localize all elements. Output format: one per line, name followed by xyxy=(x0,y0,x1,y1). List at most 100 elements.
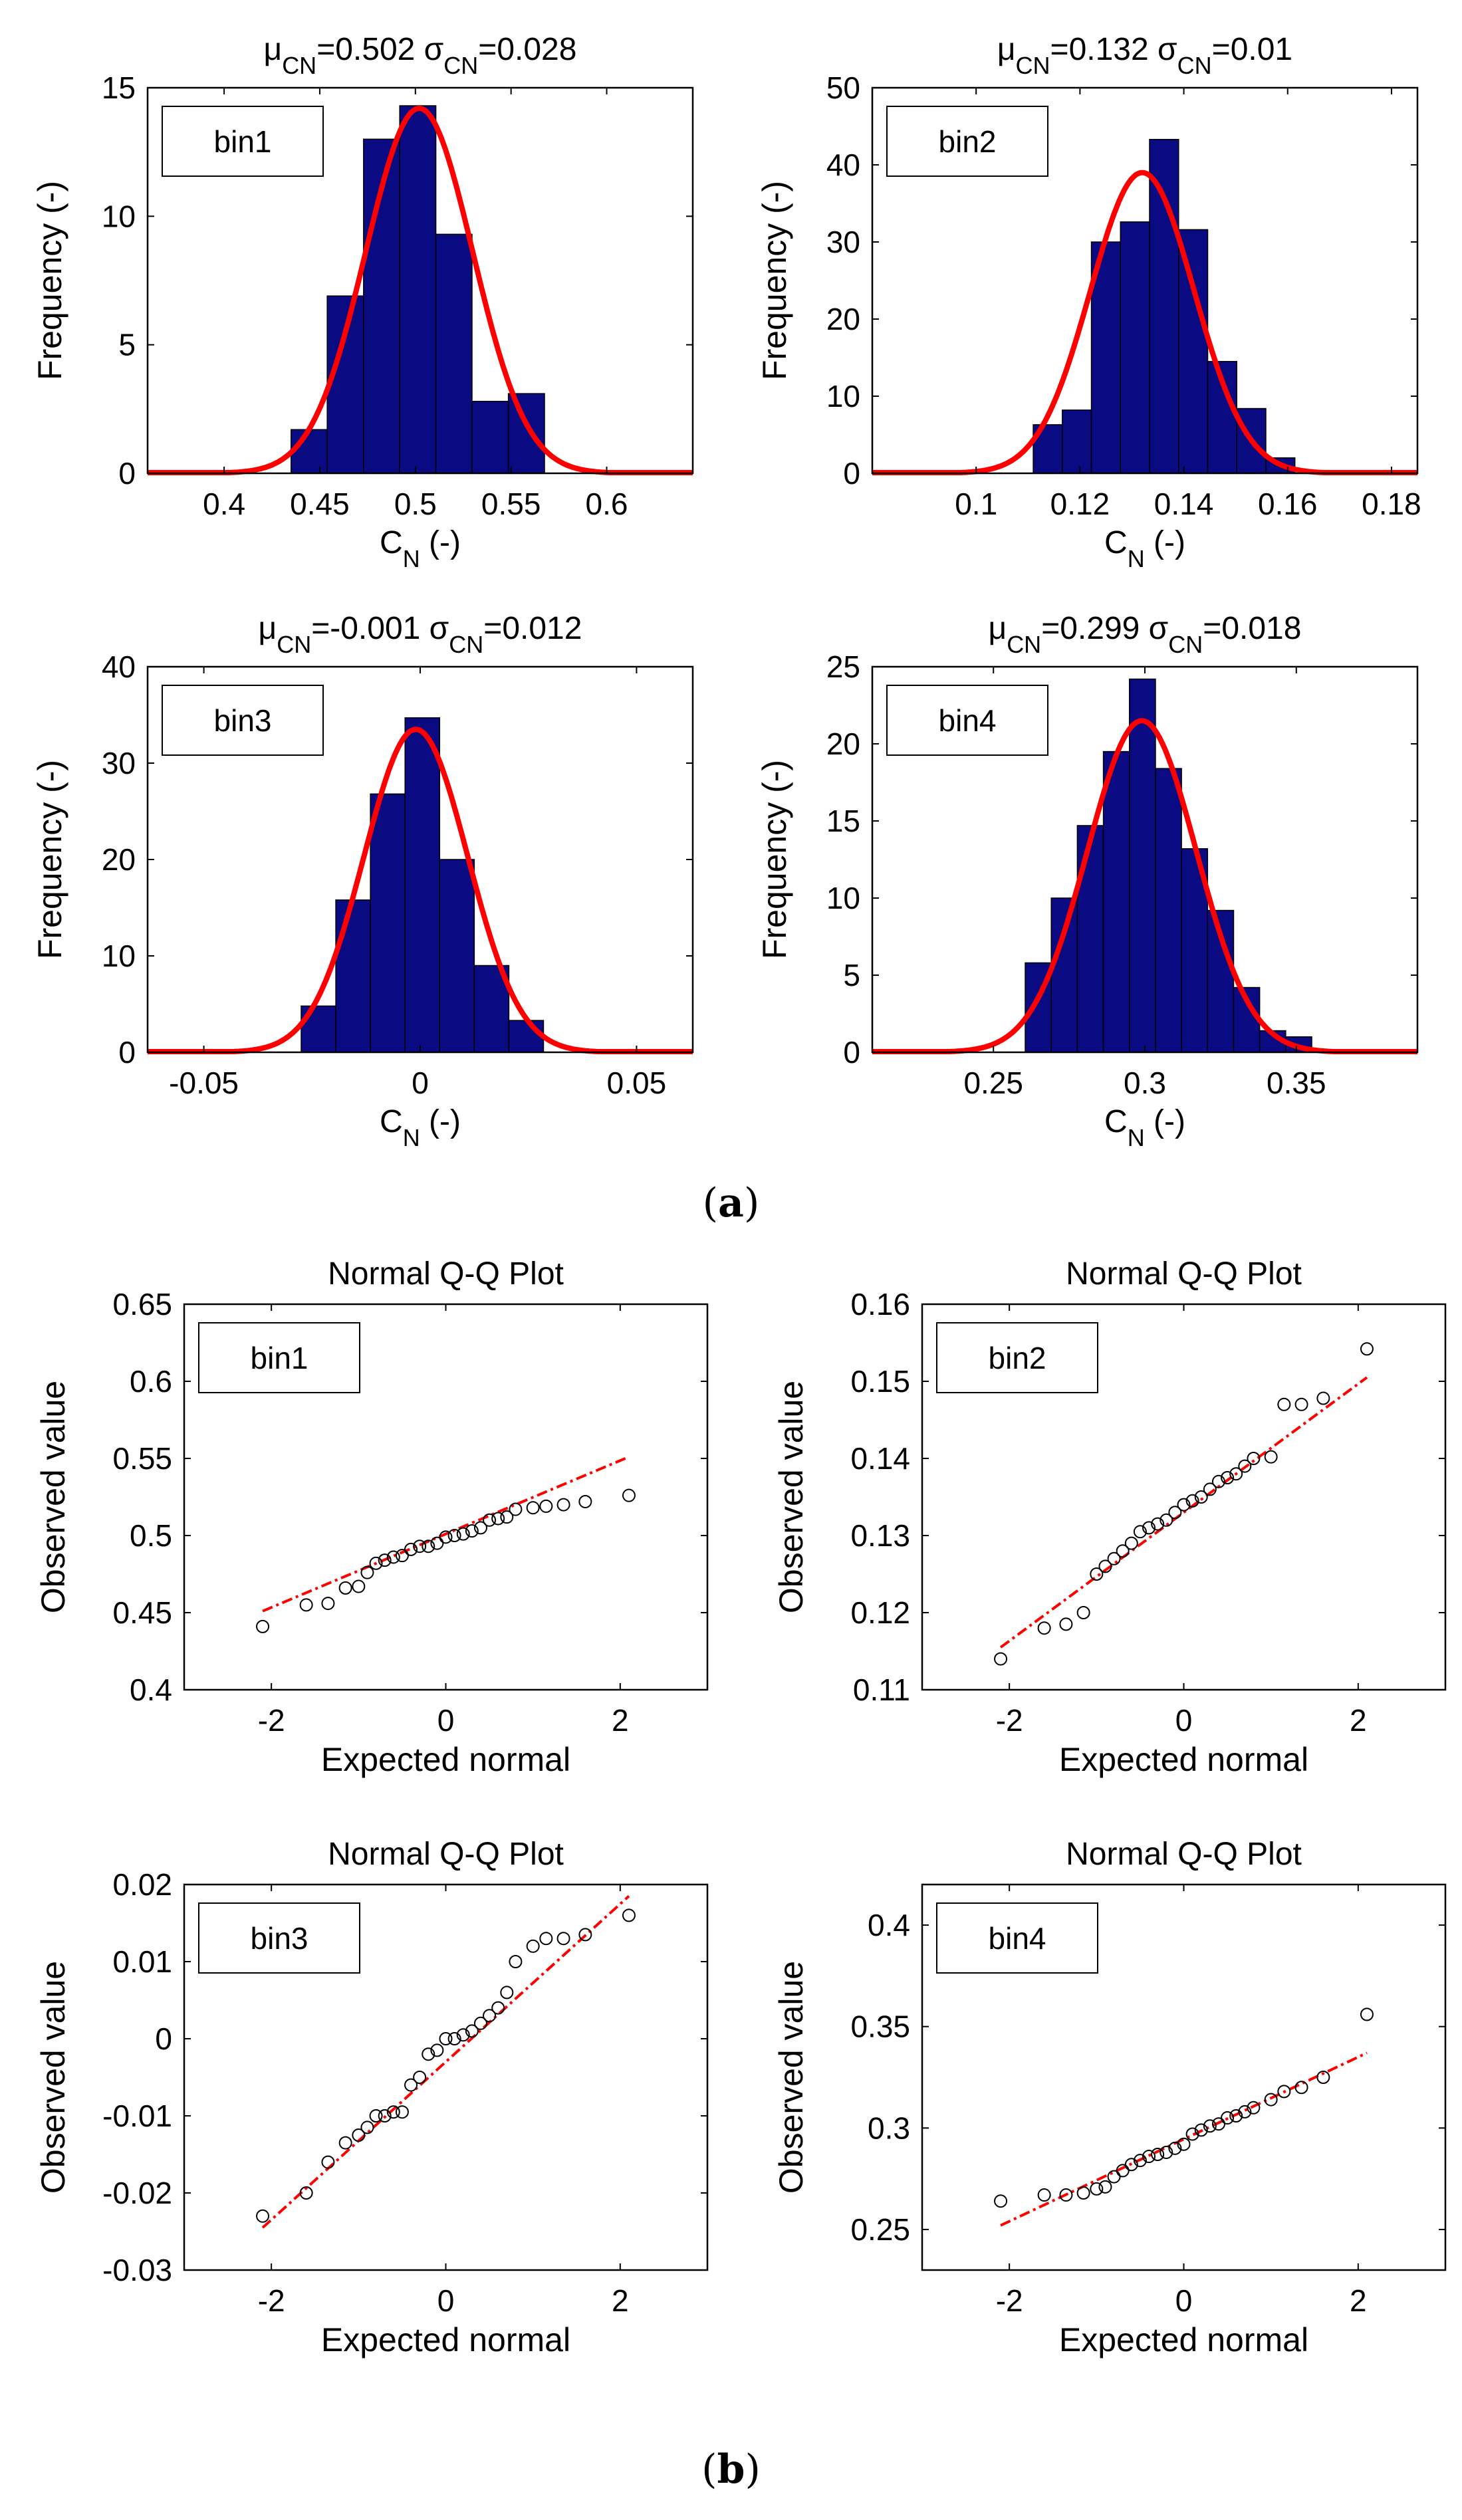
qq-bin2-axes: -2 0 2 0.11 0.12 0.13 0.14 0.15 0.16 xyxy=(850,1287,1445,1738)
qq-bin3-point xyxy=(413,2071,427,2084)
qq-bin3-xlabel: Expected normal xyxy=(321,2321,570,2358)
qq-bin1-frame xyxy=(183,1303,709,1691)
hist-bin4-ytick-label: 20 xyxy=(826,727,860,761)
hist-bin3-xtick-label: -0.05 xyxy=(169,1066,239,1100)
hist-bin4-bar xyxy=(1155,768,1182,1053)
qq-bin2-point xyxy=(1247,1452,1261,1465)
hist-bin3-ytick-label: 40 xyxy=(102,649,136,684)
hist-bin4-xlabel-sub: N xyxy=(1128,1124,1145,1151)
hist-bin3-xlabel-sub: N xyxy=(403,1124,420,1151)
qq-bin1-point xyxy=(509,1502,523,1516)
qq-bin2-point xyxy=(1229,1467,1243,1481)
qq-bin2-xlabel: Expected normal xyxy=(1059,1741,1308,1778)
hist-bin1-bar xyxy=(471,400,509,474)
hist-bin4-ytick-label: 5 xyxy=(843,958,860,992)
hist-bin2-xlabel-unit: (-) xyxy=(1145,525,1185,560)
hist-bin1-ylabel: Frequency (-) xyxy=(31,181,68,380)
hist-bin2-title-sigma-sub: CN xyxy=(1177,52,1212,79)
hist-bin4-title-sigma-sub: CN xyxy=(1168,631,1203,658)
qq-bin1-xtick-label: 2 xyxy=(612,1703,629,1738)
qq-bin4-title: Normal Q-Q Plot xyxy=(1066,1837,1302,1872)
hist-bin4-xlabel: CN (-) xyxy=(1104,1104,1185,1151)
qq-bin3-legend: bin3 xyxy=(198,1902,360,1974)
hist-bin4-title: μCN=0.299 σCN=0.018 xyxy=(989,611,1302,658)
qq-bin1-point xyxy=(299,1598,313,1612)
qq-bin1-axes: -2 0 2 0.4 0.45 0.5 0.55 0.6 0.65 xyxy=(112,1287,707,1738)
hist-bin1-xtick-label: 0.4 xyxy=(203,487,245,521)
qq-bin2-fit-line xyxy=(999,1376,1368,1649)
hist-bin3-legend-label: bin3 xyxy=(214,703,272,738)
qq-bin1-point xyxy=(404,1542,418,1556)
qq-bin1-point xyxy=(483,1513,497,1527)
hist-bin1-xtick-label: 0.5 xyxy=(394,487,437,521)
hist-bin1-xlabel-sub: N xyxy=(403,545,420,572)
qq-bin1-points xyxy=(256,1488,636,1633)
hist-bin1-title-sigma-symbol: σ xyxy=(424,32,444,67)
qq-bin1-point xyxy=(578,1494,592,1508)
qq-bin4-point xyxy=(1203,2119,1217,2133)
qq-bin4-point xyxy=(1229,2109,1243,2122)
qq-bin1-xtick-label: 0 xyxy=(437,1703,455,1738)
hist-bin1-bar xyxy=(363,138,400,474)
qq-bin3-point xyxy=(622,1908,636,1922)
qq-bin3-xtick-label: -2 xyxy=(258,2283,285,2318)
hist-bin1-xtick-label: 0.6 xyxy=(586,487,628,521)
qq-bin2-point xyxy=(1151,1517,1165,1531)
qq-bin1-point xyxy=(413,1540,427,1553)
qq-bin2-point xyxy=(1360,1342,1374,1356)
qq-bin4-ytick-label: 0.25 xyxy=(850,2212,910,2247)
qq-bin3-point xyxy=(465,2024,479,2038)
hist-bin3-bar xyxy=(335,899,371,1053)
qq-bin3-axes: -2 0 2 -0.03 -0.02 -0.01 0 0.01 0.02 xyxy=(102,1867,707,2318)
hist-bin2-xlabel: CN (-) xyxy=(1104,525,1185,572)
qq-bin1-point xyxy=(465,1524,479,1538)
hist-bin2-ytick-label: 10 xyxy=(826,379,860,413)
qq-bin3-point xyxy=(378,2109,392,2122)
hist-bin4-fit-curve xyxy=(871,718,1419,1054)
qq-bin3-point xyxy=(483,2009,497,2023)
hist-bin2-ytick-label: 0 xyxy=(843,456,860,491)
hist-bin2-xtick-label: 0.18 xyxy=(1362,487,1421,521)
hist-bin1-xlabel-unit: (-) xyxy=(420,525,461,560)
qq-bin3-point xyxy=(430,2043,444,2057)
qq-bin3-point xyxy=(509,1955,523,1968)
qq-bin2: Normal Q-Q Plot Expected normal Observed v… xyxy=(773,1256,1374,1778)
hist-bin4-xlabel-main: C xyxy=(1104,1104,1128,1139)
hist-bin2-xlabel-main: C xyxy=(1104,525,1128,560)
qq-bin2-point xyxy=(1185,1494,1199,1508)
hist-bin1-ytick-label: 5 xyxy=(118,328,136,362)
qq-bin4-point xyxy=(1098,2180,1112,2194)
qq-bin3-point xyxy=(456,2028,470,2042)
qq-bin3-point xyxy=(422,2047,435,2061)
hist-bin1-bar xyxy=(291,429,328,474)
qq-bin1-point xyxy=(491,1512,505,1526)
qq-bin4-point xyxy=(1221,2111,1235,2125)
qq-bin1-xlabel: Expected normal xyxy=(321,1741,570,1778)
qq-bin1-ytick-label: 0.45 xyxy=(112,1595,172,1630)
hist-bin2-title-sigma-symbol: σ xyxy=(1157,32,1177,67)
qq-bin1: Normal Q-Q Plot Expected normal Observed v… xyxy=(35,1256,636,1778)
qq-bin4-legend-box xyxy=(936,1902,1098,1974)
qq-bin4-fit-line xyxy=(1000,2051,1368,2227)
qq-bin2-point xyxy=(1107,1551,1121,1565)
qq-bin3-point xyxy=(352,2128,366,2142)
qq-bin4-xtick-label: -2 xyxy=(996,2283,1023,2318)
qq-bin4-legend: bin4 xyxy=(936,1902,1098,1974)
qq-bin2-point xyxy=(1168,1506,1182,1520)
hist-bin3-title-sigma-symbol: σ xyxy=(429,611,449,646)
hist-bin4-xlabel-unit: (-) xyxy=(1145,1104,1185,1139)
qq-bin3-ytick-label: -0.01 xyxy=(102,2099,172,2133)
qq-bin3-point xyxy=(539,1932,553,1946)
qq-bin2-point xyxy=(994,1652,1008,1666)
hist-bin4-ytick-label: 15 xyxy=(826,804,860,838)
qq-bin1-title: Normal Q-Q Plot xyxy=(328,1256,564,1292)
hist-bin2-legend: bin2 xyxy=(886,106,1048,177)
hist-bin3-title: μCN=-0.001 σCN=0.012 xyxy=(259,611,582,658)
qq-bin1-point xyxy=(360,1565,374,1579)
qq-bin2-legend: bin2 xyxy=(936,1322,1098,1393)
qq-bin2-point xyxy=(1133,1525,1147,1539)
hist-bin3-xtick-label: 0.05 xyxy=(607,1066,667,1100)
qq-bin2-point xyxy=(1159,1513,1173,1527)
qq-bin1-point xyxy=(526,1501,540,1515)
